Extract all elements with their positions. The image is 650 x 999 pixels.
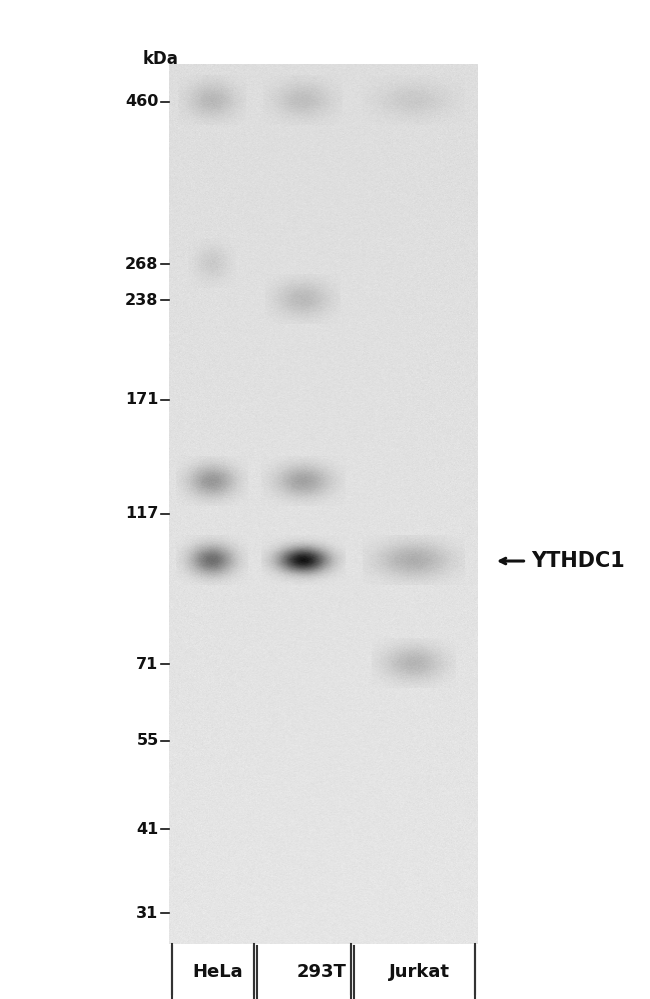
Text: 71: 71 [136,656,159,671]
Text: YTHDC1: YTHDC1 [531,551,625,571]
Text: Jurkat: Jurkat [389,963,450,981]
Text: 55: 55 [136,733,159,748]
Text: 117: 117 [125,506,159,521]
Text: 293T: 293T [297,963,346,981]
Text: 171: 171 [125,392,159,407]
Text: kDa: kDa [143,50,179,68]
Text: 41: 41 [136,822,159,837]
Text: HeLa: HeLa [192,963,243,981]
Text: 238: 238 [125,293,159,308]
Text: 460: 460 [125,94,159,109]
Text: 268: 268 [125,257,159,272]
Text: 31: 31 [136,906,159,921]
